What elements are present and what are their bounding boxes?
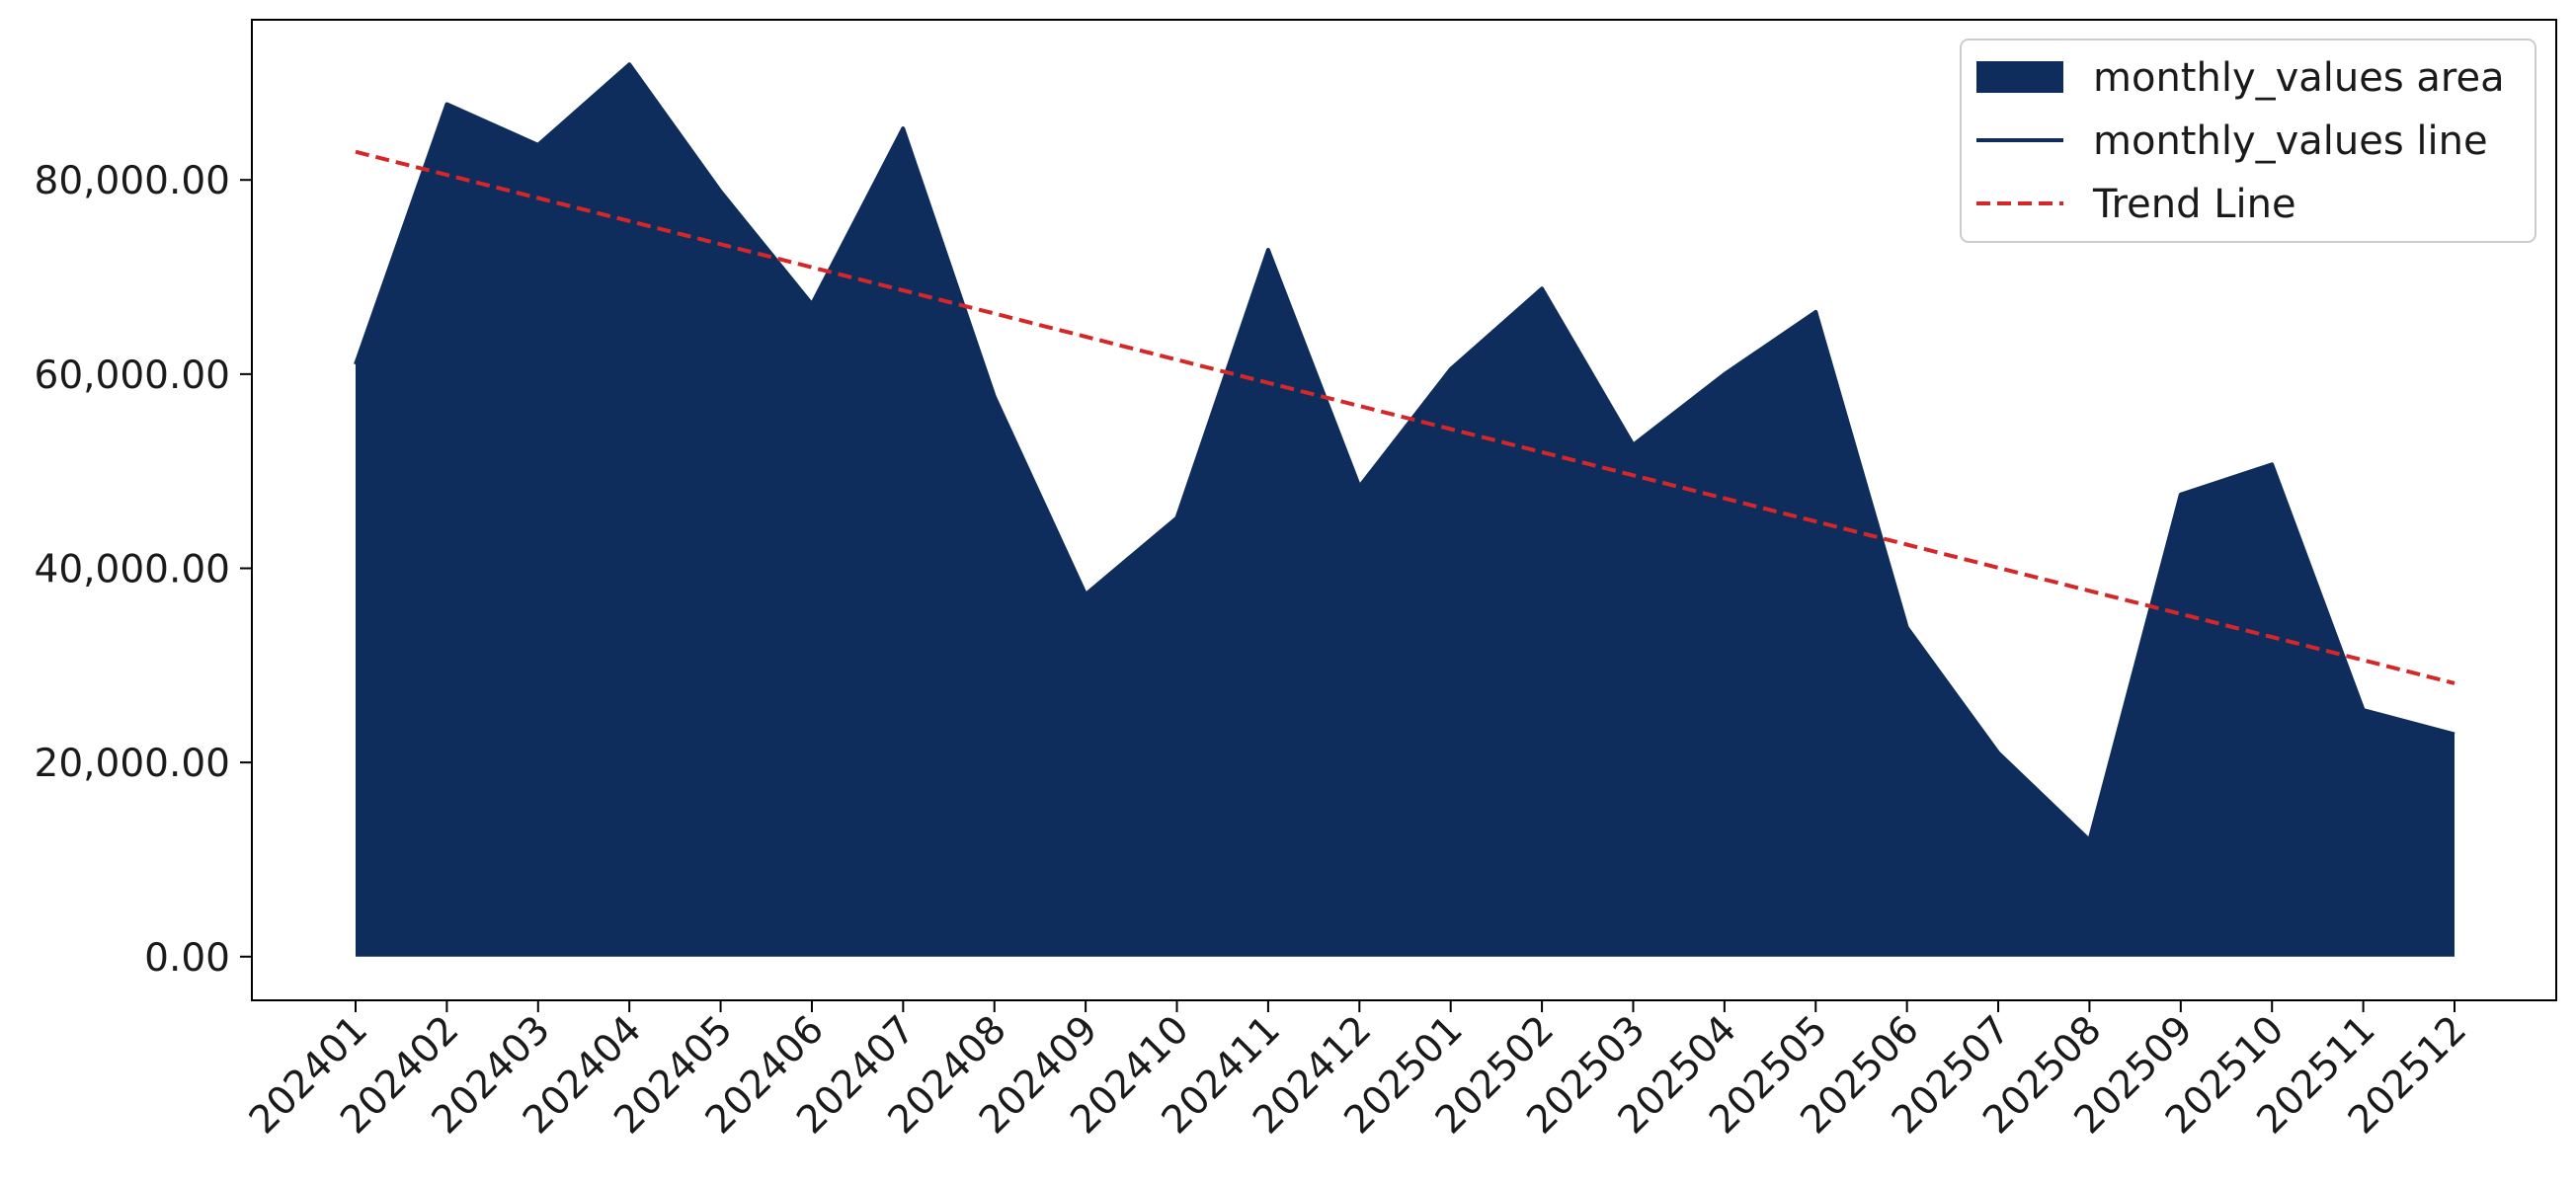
y-tick-label: 80,000.00: [35, 159, 231, 203]
legend: monthly_values area monthly_values line Tr…: [1960, 39, 2536, 243]
plot-area: [354, 62, 2455, 957]
legend-swatch-area: [1976, 61, 2063, 93]
legend-label: monthly_values line: [2093, 118, 2488, 164]
x-axis: 2024012024022024032024042024052024062024…: [241, 1000, 2475, 1143]
y-tick-label: 60,000.00: [35, 354, 231, 398]
trend-line: [355, 149, 2455, 685]
legend-label: monthly_values area: [2093, 55, 2505, 101]
y-axis: 0.00 20,000.00 40,000.00 60,000.00 80,000.00: [35, 159, 252, 981]
y-tick-label: 0.00: [144, 936, 230, 981]
y-tick-label: 40,000.00: [35, 547, 231, 592]
legend-box: [1960, 39, 2536, 243]
series-1-line: [354, 62, 2455, 842]
plot-frame: [251, 19, 2557, 1001]
legend-label: Trend Line: [2092, 182, 2296, 227]
y-tick-label: 20,000.00: [35, 742, 231, 786]
series-0-area: [356, 64, 2455, 957]
